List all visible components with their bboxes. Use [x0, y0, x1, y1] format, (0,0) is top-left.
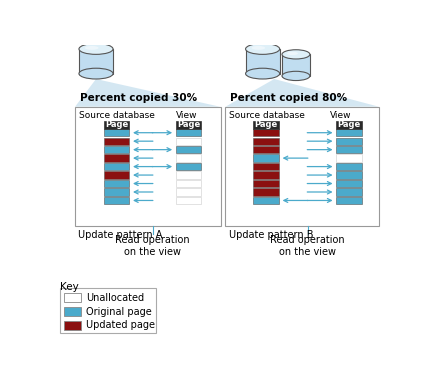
- Bar: [253, 171, 278, 179]
- Bar: [104, 129, 129, 136]
- Text: Page: Page: [176, 120, 200, 129]
- Bar: [335, 163, 361, 170]
- Bar: [253, 138, 278, 145]
- Bar: [75, 107, 220, 226]
- Bar: [60, 288, 156, 333]
- Text: View: View: [329, 111, 351, 120]
- Bar: [245, 49, 279, 74]
- Bar: [335, 197, 361, 204]
- Text: Page: Page: [337, 120, 360, 129]
- Bar: [104, 163, 129, 170]
- Text: Page: Page: [105, 120, 128, 129]
- Bar: [253, 146, 278, 153]
- Bar: [253, 163, 278, 170]
- Polygon shape: [225, 79, 378, 107]
- Bar: [176, 138, 201, 145]
- Text: View: View: [176, 111, 197, 120]
- Bar: [64, 293, 81, 302]
- Text: Page: Page: [254, 120, 277, 129]
- Text: Read operation
on the view: Read operation on the view: [115, 235, 190, 257]
- Bar: [176, 155, 201, 162]
- Bar: [176, 163, 201, 170]
- Bar: [281, 55, 309, 76]
- Bar: [64, 321, 81, 330]
- Text: Update pattern B: Update pattern B: [228, 230, 312, 240]
- Ellipse shape: [245, 68, 279, 79]
- Bar: [253, 197, 278, 204]
- Bar: [253, 121, 278, 129]
- Bar: [104, 146, 129, 153]
- Bar: [176, 121, 201, 129]
- Text: Read operation
on the view: Read operation on the view: [270, 235, 344, 257]
- Bar: [335, 138, 361, 145]
- Bar: [335, 146, 361, 153]
- Bar: [104, 155, 129, 162]
- Text: Update pattern A: Update pattern A: [78, 230, 162, 240]
- Bar: [253, 155, 278, 162]
- Bar: [104, 197, 129, 204]
- Text: Original page: Original page: [86, 306, 151, 317]
- Text: Percent copied 30%: Percent copied 30%: [81, 93, 197, 103]
- Bar: [104, 121, 129, 129]
- Bar: [104, 180, 129, 187]
- Bar: [253, 188, 278, 196]
- Text: Key: Key: [60, 282, 78, 292]
- Ellipse shape: [79, 68, 113, 79]
- Ellipse shape: [251, 46, 265, 50]
- Bar: [176, 197, 201, 204]
- Bar: [104, 138, 129, 145]
- Bar: [104, 171, 129, 179]
- Bar: [335, 155, 361, 162]
- Bar: [176, 146, 201, 153]
- Bar: [176, 129, 201, 136]
- Bar: [335, 129, 361, 136]
- Bar: [335, 188, 361, 196]
- Bar: [176, 171, 201, 179]
- Polygon shape: [75, 79, 219, 107]
- Ellipse shape: [245, 44, 279, 55]
- Bar: [253, 180, 278, 187]
- Bar: [64, 307, 81, 316]
- Bar: [253, 129, 278, 136]
- Bar: [225, 107, 378, 226]
- Bar: [176, 180, 201, 187]
- Ellipse shape: [85, 46, 98, 50]
- Ellipse shape: [79, 44, 113, 55]
- Ellipse shape: [281, 50, 309, 59]
- Bar: [335, 121, 361, 129]
- Bar: [335, 171, 361, 179]
- Text: Source database: Source database: [79, 111, 155, 120]
- Bar: [335, 180, 361, 187]
- Ellipse shape: [286, 52, 297, 55]
- Bar: [79, 49, 113, 74]
- Text: Source database: Source database: [229, 111, 305, 120]
- Bar: [104, 188, 129, 196]
- Text: Unallocated: Unallocated: [86, 293, 144, 303]
- Text: Updated page: Updated page: [86, 320, 155, 331]
- Ellipse shape: [281, 71, 309, 80]
- Text: Percent copied 80%: Percent copied 80%: [230, 93, 346, 103]
- Bar: [176, 188, 201, 196]
